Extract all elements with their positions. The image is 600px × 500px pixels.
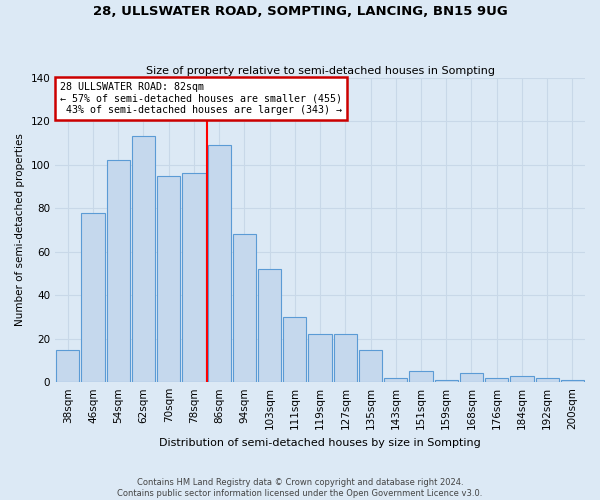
Bar <box>359 350 382 382</box>
Bar <box>233 234 256 382</box>
Text: 28 ULLSWATER ROAD: 82sqm
← 57% of semi-detached houses are smaller (455)
 43% of: 28 ULLSWATER ROAD: 82sqm ← 57% of semi-d… <box>61 82 343 116</box>
Bar <box>536 378 559 382</box>
Text: Contains HM Land Registry data © Crown copyright and database right 2024.
Contai: Contains HM Land Registry data © Crown c… <box>118 478 482 498</box>
Bar <box>409 372 433 382</box>
Bar <box>107 160 130 382</box>
Bar <box>561 380 584 382</box>
Bar <box>208 145 231 382</box>
Text: 28, ULLSWATER ROAD, SOMPTING, LANCING, BN15 9UG: 28, ULLSWATER ROAD, SOMPTING, LANCING, B… <box>92 5 508 18</box>
Bar <box>308 334 332 382</box>
Bar <box>334 334 357 382</box>
X-axis label: Distribution of semi-detached houses by size in Sompting: Distribution of semi-detached houses by … <box>159 438 481 448</box>
Bar <box>157 176 181 382</box>
Bar <box>82 212 104 382</box>
Bar <box>283 317 307 382</box>
Bar <box>511 376 533 382</box>
Bar <box>434 380 458 382</box>
Title: Size of property relative to semi-detached houses in Sompting: Size of property relative to semi-detach… <box>146 66 494 76</box>
Bar <box>485 378 508 382</box>
Bar <box>460 374 483 382</box>
Y-axis label: Number of semi-detached properties: Number of semi-detached properties <box>15 134 25 326</box>
Bar <box>132 136 155 382</box>
Bar <box>56 350 79 382</box>
Bar <box>258 269 281 382</box>
Bar <box>384 378 407 382</box>
Bar <box>182 174 206 382</box>
